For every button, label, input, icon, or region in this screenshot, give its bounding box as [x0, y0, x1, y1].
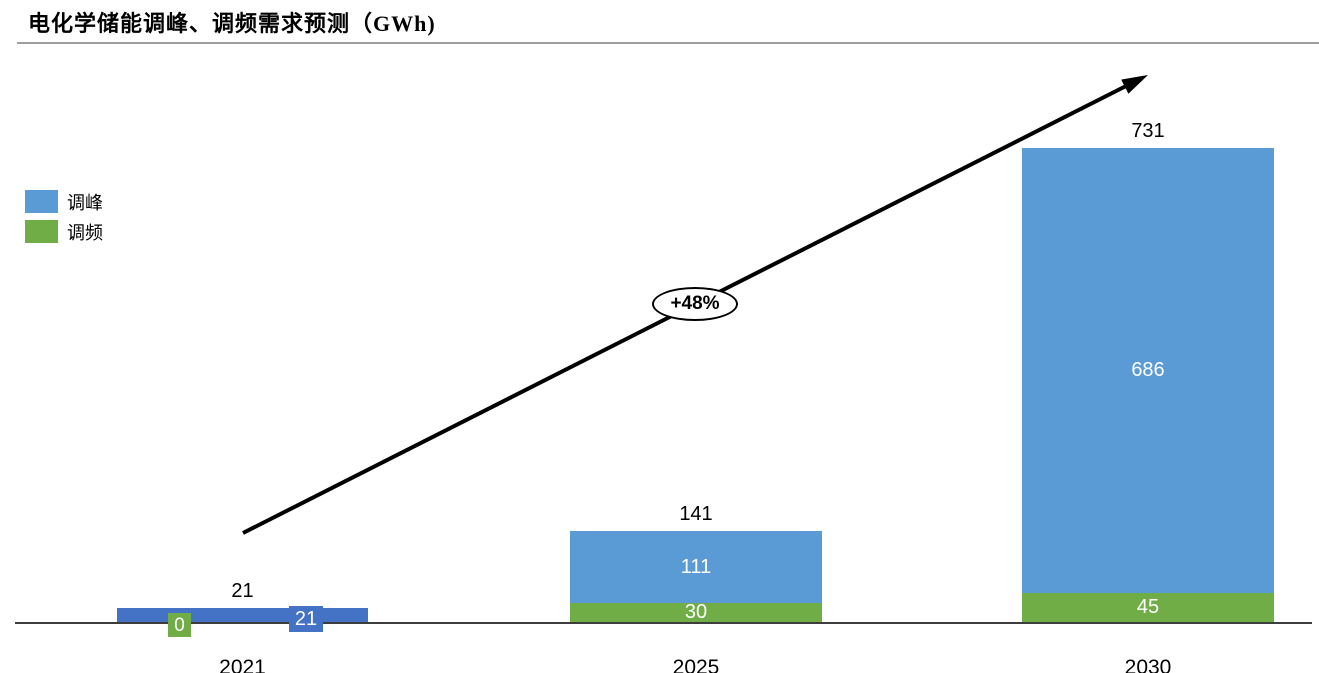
legend: 调峰 调频 [25, 190, 103, 250]
bar-2030-peak-value: 686 [1131, 359, 1165, 382]
bar-2025-peak-value: 111 [680, 555, 712, 578]
bar-2021-freq-value-chip: 0 [168, 613, 191, 637]
bar-2030-peak-segment: 686 [1022, 148, 1274, 593]
bar-2021-peak-segment [117, 608, 368, 622]
bar-2030-total-label: 731 [1131, 120, 1165, 143]
bar-2025-total-label: 141 [679, 502, 713, 525]
legend-swatch-freq [25, 220, 58, 243]
growth-rate-badge: +48% [652, 287, 738, 321]
legend-item-peak: 调峰 [25, 190, 103, 213]
x-axis-line [15, 622, 1312, 624]
bar-2030-freq-segment: 45 [1022, 592, 1274, 622]
legend-swatch-peak [25, 190, 58, 213]
bar-2025: 141 111 30 [570, 0, 822, 622]
bar-2025-peak-segment: 111 [570, 530, 822, 603]
title-divider [17, 42, 1319, 44]
chart-title: 电化学储能调峰、调频需求预测（GWh) [28, 11, 436, 36]
x-tick-2030: 2030 [1124, 656, 1172, 673]
x-tick-2025: 2025 [672, 656, 720, 673]
legend-label-freq: 调频 [67, 222, 103, 243]
legend-label-peak: 调峰 [67, 192, 103, 213]
legend-item-freq: 调频 [25, 220, 103, 243]
x-tick-2021: 2021 [219, 656, 266, 673]
bar-2021: 21 [117, 0, 368, 622]
bar-2025-freq-value: 30 [684, 601, 708, 624]
bar-2030-freq-value: 45 [1136, 596, 1160, 619]
bar-2030: 731 686 45 [1022, 0, 1274, 622]
bar-2025-freq-segment: 30 [570, 601, 822, 624]
bar-2021-total-label: 21 [231, 580, 254, 603]
bar-2021-peak-value-chip: 21 [289, 606, 323, 632]
